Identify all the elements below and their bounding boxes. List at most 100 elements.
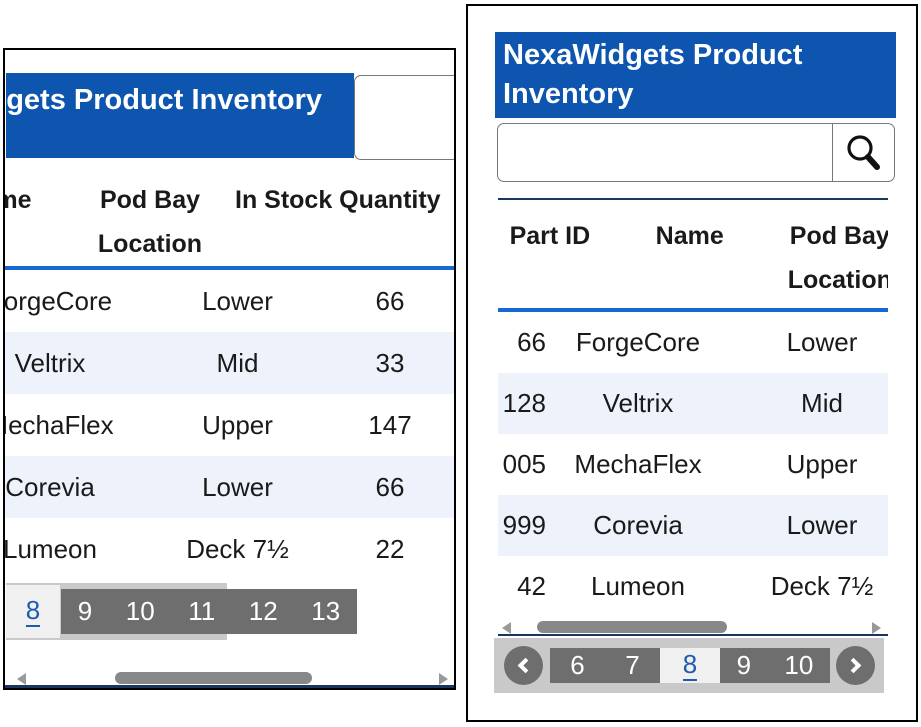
table-row[interactable]: 42 Lumeon Deck 7½ xyxy=(498,556,888,617)
cell-pod-bay-location: Upper xyxy=(786,449,858,479)
table-body: 66 ForgeCore Lower 128 Veltrix Mid 005 M… xyxy=(498,312,888,617)
table-row[interactable]: ForgeCore Lower 66 xyxy=(5,270,454,332)
grid-top-border xyxy=(498,198,888,200)
search-icon xyxy=(846,134,880,170)
cell-pod-bay-location: Deck 7½ xyxy=(186,534,289,564)
table-row[interactable]: Corevia Lower 66 xyxy=(5,456,454,518)
chevron-left-icon xyxy=(517,657,534,674)
inventory-grid-viewport: Name Pod Bay Location In Stock Quantity Fo… xyxy=(5,170,454,582)
header-underline xyxy=(498,308,888,312)
cell-in-stock-quantity: 22 xyxy=(375,534,405,564)
cell-name: Lumeon xyxy=(591,571,685,601)
cell-in-stock-quantity: 147 xyxy=(368,410,412,440)
cell-pod-bay-location: Lower xyxy=(202,286,273,316)
page-number[interactable]: 11 xyxy=(188,596,216,626)
cell-name: Veltrix xyxy=(14,348,86,378)
page-number-group: 9 10 xyxy=(720,648,830,683)
table-row[interactable]: 128 Veltrix Mid xyxy=(498,373,888,434)
table-row[interactable]: Veltrix Mid 33 xyxy=(5,332,454,394)
inventory-grid: Part ID Name Pod Bay Location 66 ForgeCore… xyxy=(498,200,888,617)
page-number[interactable]: 9 xyxy=(77,596,93,626)
table-header-row: Name Pod Bay Location In Stock Quantity xyxy=(5,170,454,266)
table-header-row: Part ID Name Pod Bay Location xyxy=(498,200,888,308)
cell-name: Veltrix xyxy=(602,388,674,418)
cell-pod-bay-location: Deck 7½ xyxy=(770,571,874,601)
page-number[interactable]: 6 xyxy=(570,650,585,680)
cell-pod-bay-location: Mid xyxy=(801,388,843,418)
cell-part-id: 005 xyxy=(502,449,546,479)
inventory-grid-viewport: Part ID Name Pod Bay Location 66 ForgeCore… xyxy=(498,200,888,624)
next-page-button[interactable] xyxy=(836,646,875,685)
horizontal-scrollbar[interactable] xyxy=(5,670,454,685)
column-header: Part ID xyxy=(509,222,591,250)
scrollbar-thumb[interactable] xyxy=(537,621,727,633)
search-input[interactable] xyxy=(498,124,832,181)
grid-bottom-border xyxy=(498,634,888,636)
app-title: NexaWidgets Product Inventory xyxy=(6,84,323,116)
column-header: Name xyxy=(5,186,32,214)
scroll-left-icon[interactable] xyxy=(502,622,511,634)
search-box xyxy=(354,75,454,160)
cell-part-id: 42 xyxy=(517,571,546,601)
column-header: Pod Bay Location xyxy=(97,186,203,258)
app-title-bar: NexaWidgets Product Inventory xyxy=(495,32,896,118)
cell-name: Corevia xyxy=(593,510,683,540)
cell-name: ForgeCore xyxy=(575,327,701,357)
cell-pod-bay-location: Upper xyxy=(202,410,273,440)
page-number-label: 8 xyxy=(25,595,41,627)
cell-name: MechaFlex xyxy=(574,449,702,479)
cell-name: ForgeCore xyxy=(5,286,113,316)
table-row[interactable]: MechaFlex Upper 147 xyxy=(5,394,454,456)
table-row[interactable]: 66 ForgeCore Lower xyxy=(498,312,888,373)
page-number[interactable]: 12 xyxy=(248,596,278,626)
page-number[interactable]: 10 xyxy=(784,650,814,680)
table-row[interactable]: Lumeon Deck 7½ 22 xyxy=(5,518,454,580)
cell-name: Lumeon xyxy=(5,534,97,564)
cell-name: MechaFlex xyxy=(5,410,114,440)
cell-in-stock-quantity: 66 xyxy=(375,472,405,502)
app-title-bar: NexaWidgets Product Inventory xyxy=(6,73,354,158)
page-number[interactable]: 13 xyxy=(311,596,341,626)
cell-name: Corevia xyxy=(5,472,95,502)
page-number-label: 8 xyxy=(682,649,698,681)
grid-bottom-border xyxy=(5,685,454,688)
cell-part-id: 999 xyxy=(502,510,546,540)
cell-pod-bay-location: Lower xyxy=(202,472,273,502)
inventory-grid: Name Pod Bay Location In Stock Quantity Fo… xyxy=(5,170,454,580)
page-number[interactable]: 9 xyxy=(736,650,752,680)
header-underline xyxy=(5,266,454,270)
scroll-right-icon[interactable] xyxy=(439,673,448,685)
horizontal-scrollbar[interactable] xyxy=(498,619,888,634)
cell-in-stock-quantity: 66 xyxy=(375,286,405,316)
page-number-current[interactable]: 8 xyxy=(660,648,720,683)
cell-pod-bay-location: Lower xyxy=(786,510,858,540)
chevron-right-icon xyxy=(845,657,862,674)
app-title: NexaWidgets Product Inventory xyxy=(503,39,803,111)
page-number-current[interactable]: 8 xyxy=(6,585,60,638)
cell-part-id: 66 xyxy=(517,327,546,357)
page-number-group: 9 10 11 12 13 xyxy=(61,589,357,634)
column-header: In Stock Quantity xyxy=(235,186,441,214)
column-header: Pod Bay Location xyxy=(787,222,888,294)
table-body: ForgeCore Lower 66 Veltrix Mid 33 MechaF… xyxy=(5,270,454,580)
scrollbar-thumb[interactable] xyxy=(115,672,312,684)
search-box xyxy=(497,123,895,182)
cell-pod-bay-location: Lower xyxy=(786,327,858,357)
cell-part-id: 128 xyxy=(502,388,546,418)
column-header: Name xyxy=(655,222,724,250)
search-button[interactable] xyxy=(832,124,894,181)
right-app-window: NexaWidgets Product Inventory Part ID Nam… xyxy=(466,4,918,722)
cell-pod-bay-location: Mid xyxy=(216,348,259,378)
search-input[interactable] xyxy=(355,76,454,159)
left-app-window: NexaWidgets Product Inventory Name Pod Ba… xyxy=(3,48,456,690)
page-number[interactable]: 7 xyxy=(625,650,640,680)
scroll-left-icon[interactable] xyxy=(17,673,26,685)
page-number[interactable]: 10 xyxy=(125,596,155,626)
scroll-right-icon[interactable] xyxy=(872,622,881,634)
previous-page-button[interactable] xyxy=(504,646,543,685)
table-row[interactable]: 999 Corevia Lower xyxy=(498,495,888,556)
table-row[interactable]: 005 MechaFlex Upper xyxy=(498,434,888,495)
cell-in-stock-quantity: 33 xyxy=(375,348,405,378)
